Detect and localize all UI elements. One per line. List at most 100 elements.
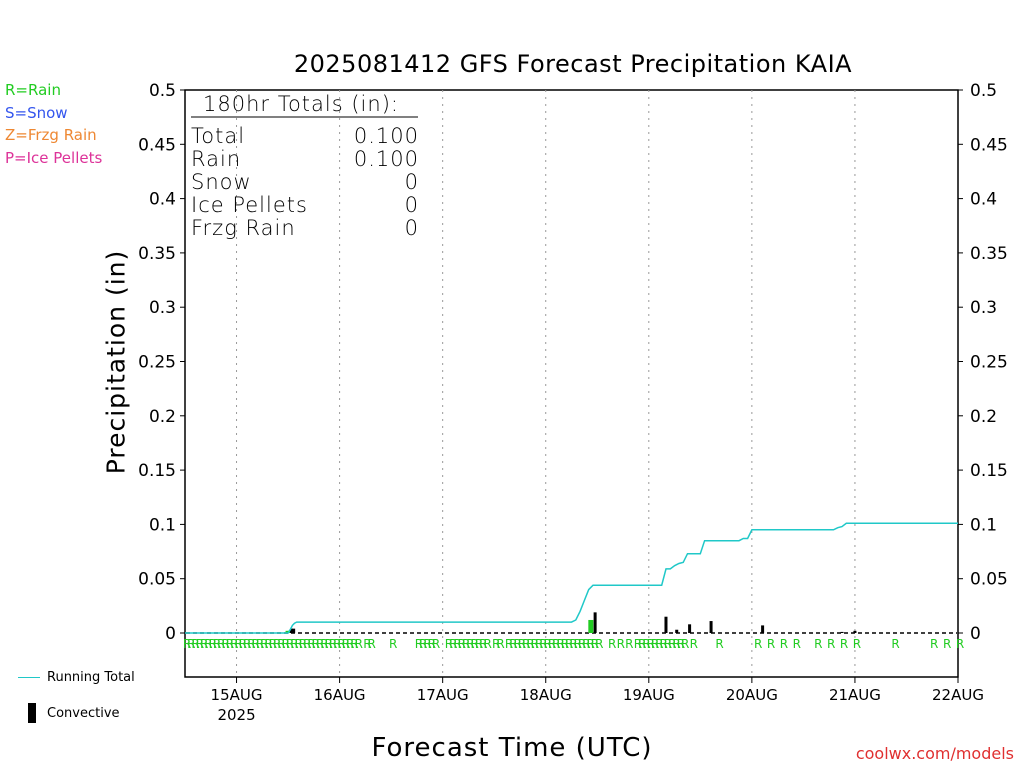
- y-tick-right-label-5: 0.25: [970, 353, 1008, 373]
- ptype-letter-70: R: [544, 637, 552, 651]
- convective-bar-7: [761, 625, 765, 633]
- ptype-letter-55: R: [471, 637, 479, 651]
- ptype-letter-16: R: [252, 637, 260, 651]
- y-tick-left-label-7: 0.35: [138, 244, 176, 264]
- ptype-row: RRRRRRRRRRRRRRRRRRRRRRRRRRRRRRRRRRRRRRRR…: [183, 637, 964, 651]
- ptype-letter-84: R: [617, 637, 625, 651]
- totals-icepellets-value: 0: [404, 193, 419, 217]
- convective-bar-3: [664, 616, 668, 633]
- ptype-letter-49: R: [445, 637, 453, 651]
- ptype-letter-28: R: [303, 637, 311, 651]
- ptype-letter-44: R: [415, 637, 423, 651]
- ptype-letter-68: R: [535, 637, 543, 651]
- ptype-letter-97: R: [681, 637, 689, 651]
- y-tick-right-label-10: 0.5: [970, 81, 997, 101]
- y-axis-left: 0 0.05 0.1 0.15 0.2 0.25 0.3 0.35 0.4 0.45 0.5: [138, 81, 185, 644]
- y-tick-right-label-9: 0.45: [970, 135, 1008, 155]
- y-tick-right-label-0: 0: [970, 624, 981, 644]
- plot-frame: [184, 89, 959, 678]
- totals-total-label: Total: [191, 124, 246, 148]
- rain-bar-2: [588, 619, 594, 633]
- x-tick-label-7: 22AUG: [932, 686, 984, 704]
- ptype-letter-18: R: [260, 637, 268, 651]
- ptype-letter-26: R: [294, 637, 302, 651]
- ptype-letter-40: R: [355, 637, 363, 651]
- ptype-letter-103: R: [793, 637, 801, 651]
- convective-bar-5: [688, 624, 692, 633]
- convective-bar-6: [709, 621, 713, 633]
- ptype-letter-96: R: [677, 637, 685, 651]
- y-tick-right-label-6: 0.3: [970, 298, 997, 318]
- ptype-letter-24: R: [286, 637, 294, 651]
- ptype-letter-2: R: [191, 637, 199, 651]
- ptype-letter-12: R: [234, 637, 242, 651]
- ptype-letter-90: R: [651, 637, 659, 651]
- y-tick-left-label-6: 0.3: [149, 298, 176, 318]
- y-tick-right-label-3: 0.15: [970, 461, 1008, 481]
- ptype-letter-93: R: [664, 637, 672, 651]
- ptype-letter-60: R: [496, 637, 504, 651]
- ptype-letter-35: R: [333, 637, 341, 651]
- ptype-letter-3: R: [196, 637, 204, 651]
- y-tick-right-label-2: 0.1: [970, 515, 997, 535]
- totals-frzgrain-value: 0: [404, 216, 419, 240]
- ptype-letter-73: R: [556, 637, 564, 651]
- ptype-letter-87: R: [638, 637, 646, 651]
- ptype-letter-99: R: [715, 637, 723, 651]
- legend-ice-pellets: P=Ice Pellets: [5, 149, 103, 167]
- ptype-letter-43: R: [389, 637, 397, 651]
- ptype-letter-58: R: [483, 637, 491, 651]
- ptype-letter-85: R: [625, 637, 633, 651]
- ptype-letter-64: R: [518, 637, 526, 651]
- totals-snow-value: 0: [404, 170, 419, 194]
- y-tick-right-label-4: 0.2: [970, 407, 997, 427]
- ptype-letter-33: R: [325, 637, 333, 651]
- ptype-letter-32: R: [320, 637, 328, 651]
- ptype-letter-102: R: [780, 637, 788, 651]
- ptype-letter-21: R: [273, 637, 281, 651]
- ptype-letter-98: R: [690, 637, 698, 651]
- ptype-letter-17: R: [256, 637, 264, 651]
- y-tick-left-label-1: 0.05: [138, 570, 176, 590]
- ptype-letter-45: R: [419, 637, 427, 651]
- ptype-letter-41: R: [363, 637, 371, 651]
- ptype-letter-37: R: [342, 637, 350, 651]
- ptype-letter-75: R: [565, 637, 573, 651]
- x-tick-sublabel-0: 2025: [217, 706, 255, 724]
- ptype-letter-5: R: [204, 637, 212, 651]
- ptype-letter-77: R: [574, 637, 582, 651]
- ptype-letter-0: R: [183, 637, 191, 651]
- totals-total-value: 0.100: [353, 124, 419, 148]
- ptype-letter-29: R: [307, 637, 315, 651]
- x-tick-label-3: 18AUG: [520, 686, 572, 704]
- x-tick-label-1: 16AUG: [314, 686, 366, 704]
- x-axis: 15AUG 2025 16AUG 17AUG 18AUG 19AUG 20AUG 21AUG 2…: [211, 677, 984, 724]
- ptype-letter-92: R: [660, 637, 668, 651]
- legend-rain: R=Rain: [5, 81, 61, 99]
- ptype-letter-8: R: [217, 637, 225, 651]
- ptype-letter-78: R: [578, 637, 586, 651]
- ptype-letter-50: R: [449, 637, 457, 651]
- ptype-letter-72: R: [552, 637, 560, 651]
- ptype-letter-101: R: [767, 637, 775, 651]
- ptype-letter-53: R: [462, 637, 470, 651]
- ptype-letter-56: R: [475, 637, 483, 651]
- ptype-letter-86: R: [634, 637, 642, 651]
- ptype-letter-83: R: [608, 637, 616, 651]
- ptype-letter-110: R: [943, 637, 951, 651]
- source-credit: coolwx.com/models: [855, 744, 1014, 763]
- ptype-letter-81: R: [591, 637, 599, 651]
- totals-frzgrain-label: Frzg Rain: [191, 216, 296, 240]
- running-total-legend-line: [18, 677, 40, 678]
- convective-bar-2: [593, 612, 597, 633]
- x-tick-label-5: 20AUG: [726, 686, 778, 704]
- ptype-letter-79: R: [582, 637, 590, 651]
- ptype-letter-57: R: [479, 637, 487, 651]
- x-tick-label-4: 19AUG: [623, 686, 675, 704]
- y-tick-left-label-4: 0.2: [149, 407, 176, 427]
- y-tick-left-label-5: 0.25: [138, 353, 176, 373]
- ptype-letter-76: R: [569, 637, 577, 651]
- ptype-letter-22: R: [277, 637, 285, 651]
- ptype-letter-51: R: [453, 637, 461, 651]
